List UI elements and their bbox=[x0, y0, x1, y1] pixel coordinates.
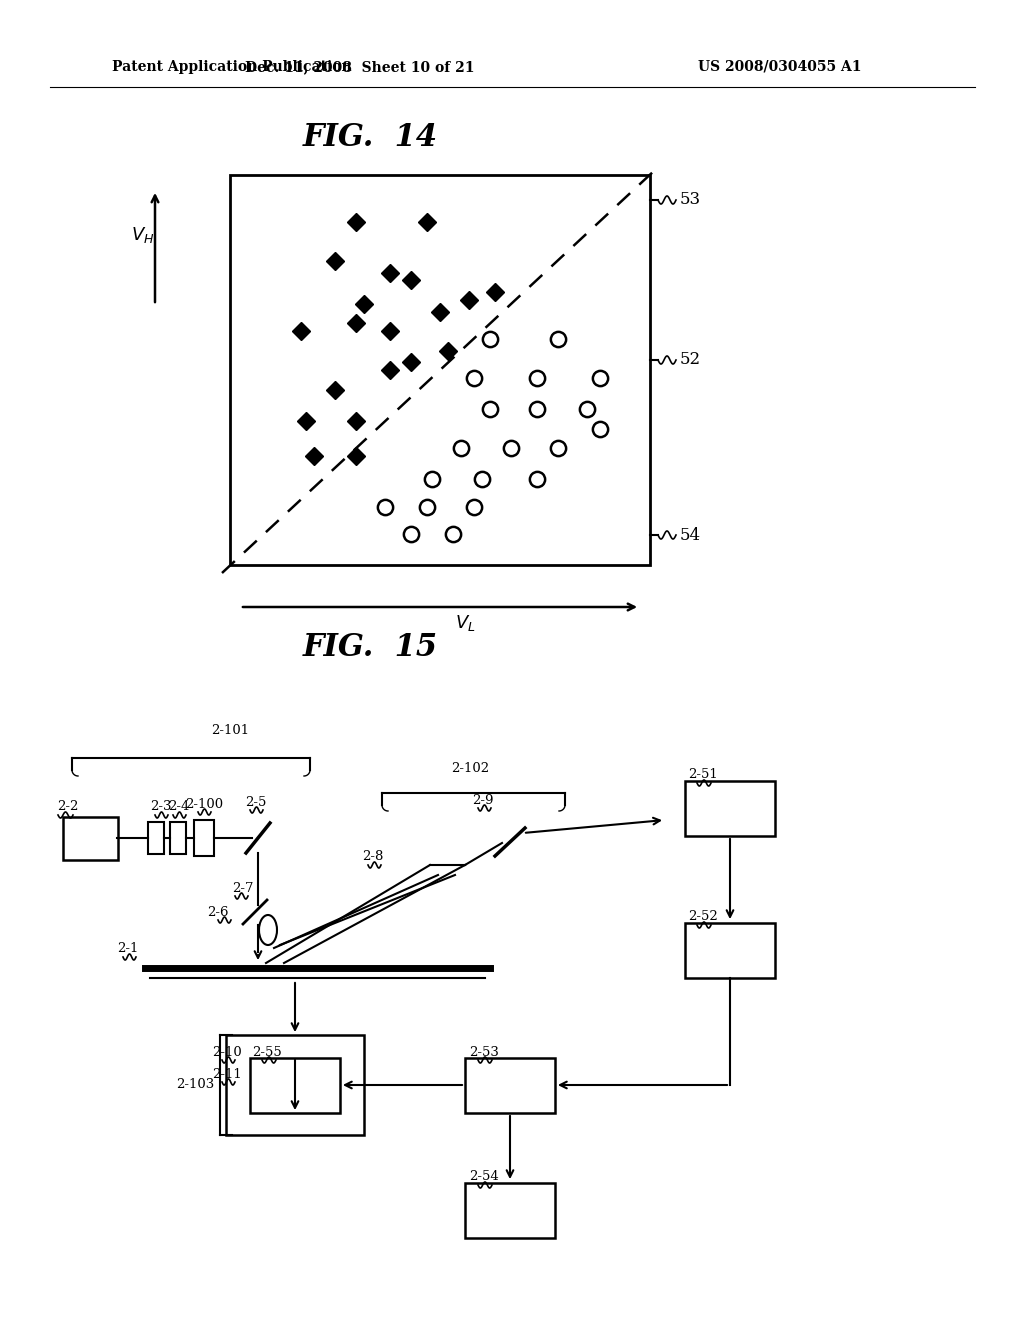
Text: 2-1: 2-1 bbox=[118, 941, 138, 954]
Bar bbox=[194, 820, 214, 855]
Text: 2-103: 2-103 bbox=[176, 1078, 214, 1092]
Text: US 2008/0304055 A1: US 2008/0304055 A1 bbox=[698, 59, 862, 74]
Bar bbox=[465, 1183, 555, 1238]
Text: 2-4: 2-4 bbox=[168, 800, 189, 813]
Bar bbox=[250, 1057, 340, 1113]
Bar bbox=[465, 1057, 555, 1113]
Text: 2-101: 2-101 bbox=[211, 723, 249, 737]
Bar bbox=[62, 817, 118, 859]
Text: 2-3: 2-3 bbox=[151, 800, 172, 813]
Bar bbox=[230, 176, 650, 565]
Text: $V_H$: $V_H$ bbox=[131, 224, 155, 246]
Text: 2-53: 2-53 bbox=[469, 1045, 499, 1059]
Text: 2-10: 2-10 bbox=[212, 1045, 242, 1059]
Bar bbox=[226, 1035, 364, 1135]
Text: 2-100: 2-100 bbox=[185, 797, 223, 810]
Text: 2-51: 2-51 bbox=[688, 768, 718, 781]
Text: 53: 53 bbox=[680, 191, 700, 209]
Text: 2-102: 2-102 bbox=[451, 762, 489, 775]
Text: Patent Application Publication: Patent Application Publication bbox=[112, 59, 351, 74]
Text: 54: 54 bbox=[680, 527, 700, 544]
Text: FIG.  14: FIG. 14 bbox=[302, 123, 437, 153]
Bar bbox=[685, 923, 775, 978]
Text: Dec. 11, 2008  Sheet 10 of 21: Dec. 11, 2008 Sheet 10 of 21 bbox=[246, 59, 475, 74]
Bar bbox=[148, 822, 164, 854]
Text: 2-55: 2-55 bbox=[252, 1045, 282, 1059]
Text: 2-2: 2-2 bbox=[57, 800, 79, 813]
Text: 2-9: 2-9 bbox=[472, 793, 494, 807]
Text: 2-7: 2-7 bbox=[232, 882, 254, 895]
Bar bbox=[170, 822, 186, 854]
Text: 2-8: 2-8 bbox=[362, 850, 384, 863]
Bar bbox=[685, 780, 775, 836]
Text: $V_L$: $V_L$ bbox=[455, 612, 475, 634]
Text: 52: 52 bbox=[680, 351, 700, 368]
Text: 2-11: 2-11 bbox=[212, 1068, 242, 1081]
Text: 2-6: 2-6 bbox=[207, 906, 228, 919]
Text: FIG.  15: FIG. 15 bbox=[302, 632, 437, 664]
Text: 2-5: 2-5 bbox=[246, 796, 266, 808]
Text: 2-54: 2-54 bbox=[469, 1171, 499, 1184]
Text: 2-52: 2-52 bbox=[688, 911, 718, 924]
